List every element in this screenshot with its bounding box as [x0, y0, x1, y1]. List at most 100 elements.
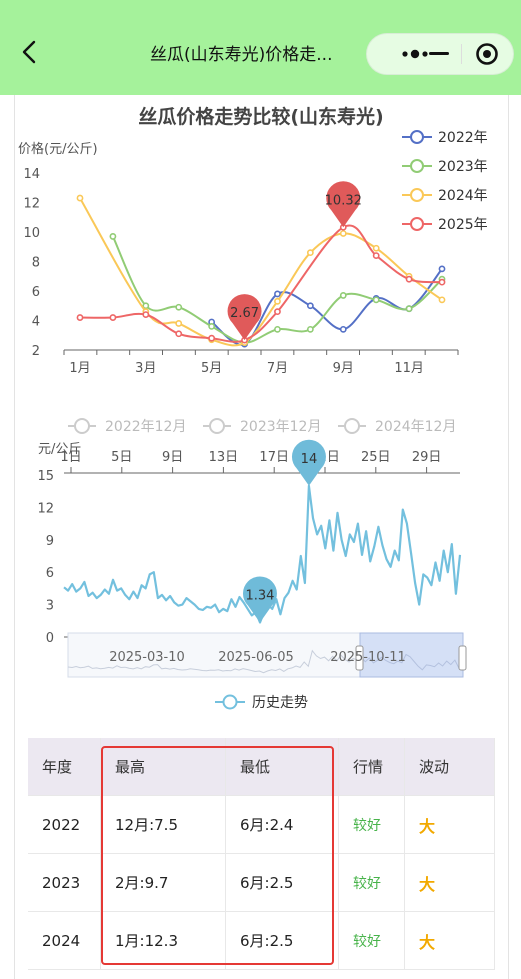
max-marker: 10.32 [325, 181, 362, 228]
cell-year: 2022 [28, 795, 101, 854]
legend-label: 2025年 [438, 217, 488, 233]
x-tick-label: 1月 [69, 361, 90, 376]
data-point [208, 322, 216, 330]
close-target-icon[interactable] [467, 34, 507, 74]
data-point [306, 249, 314, 257]
table-row: 2024 1月:12.3 6月:2.5 较好 大 [28, 911, 495, 970]
data-point [175, 330, 183, 338]
data-point [372, 296, 380, 304]
legend-item[interactable]: 历史走势 [215, 694, 308, 711]
legend-item[interactable]: 2024年 [402, 188, 488, 204]
cell-volatility: 大 [404, 795, 495, 854]
cell-low: 6月:2.4 [225, 795, 339, 854]
x-tick-label: 7月 [267, 361, 288, 376]
data-point [438, 296, 446, 304]
top-axis-label: 1日 [60, 450, 81, 465]
data-point [405, 305, 413, 313]
data-point [175, 303, 183, 311]
table-row: 2023 2月:9.7 6月:2.5 较好 大 [28, 853, 495, 912]
x-tick-label: 11月 [394, 361, 424, 376]
top-axis-label: 13日 [209, 450, 239, 465]
cell-high: 2月:9.7 [100, 853, 226, 912]
data-point [76, 314, 84, 321]
max-marker-label: 14 [301, 452, 318, 467]
cell-volatility: 大 [404, 911, 495, 970]
y-tick-label: 15 [37, 469, 54, 484]
y-tick-label: 3 [46, 599, 54, 614]
yearly-price-chart: 丝瓜价格走势比较(山东寿光) 价格(元/公斤) 14 12 10 8 6 4 2 1月 3月 5… [18, 105, 488, 376]
toggle-circle-icon [74, 418, 90, 434]
data-point [109, 314, 117, 321]
zoom-selection[interactable] [359, 632, 464, 678]
zoom-handle-right[interactable] [458, 645, 467, 671]
data-point [339, 292, 347, 299]
zoom-handle-left[interactable] [355, 645, 364, 671]
month-toggle[interactable]: 2024年12月 [338, 418, 456, 435]
header-market: 行情 [338, 738, 405, 796]
data-point [339, 230, 347, 237]
data-point [175, 320, 183, 327]
max-marker: 14 [291, 439, 326, 486]
cell-market: 较好 [338, 795, 405, 854]
zoom-date-label: 2025-06-05 [218, 650, 294, 665]
legend-label: 2024年 [438, 188, 488, 204]
y-tick-label: 4 [32, 315, 40, 330]
cell-high: 12月:7.5 [100, 795, 226, 854]
toggle-label: 2022年12月 [105, 419, 186, 435]
data-point [339, 325, 347, 333]
data-point [405, 275, 413, 283]
legend-item[interactable]: 2023年 [402, 159, 488, 175]
x-tick-label: 9月 [333, 361, 354, 376]
top-axis-label: 29日 [412, 450, 442, 465]
legend-item[interactable]: 2022年 [402, 130, 488, 146]
toggle-label: 2023年12月 [240, 419, 321, 435]
cell-market: 较好 [338, 911, 405, 970]
data-point [274, 308, 281, 316]
legend-circle-icon [410, 159, 424, 173]
cell-volatility: 大 [404, 853, 495, 912]
top-axis-label: 17日 [259, 450, 289, 465]
back-arrow-icon[interactable] [18, 40, 42, 64]
mini-program-capsule [366, 33, 514, 75]
nav-bar: 丝瓜(山东寿光)价格走... [0, 0, 521, 95]
zoom-date-label: 2025-10-11 [330, 650, 406, 665]
y-axis-label-2: 元/公斤 [38, 442, 81, 457]
y-tick-label: 6 [46, 566, 54, 581]
cell-market: 较好 [338, 853, 405, 912]
month-toggle[interactable]: 2022年12月 [68, 418, 186, 435]
data-point [208, 334, 216, 342]
y-axis-label: 价格(元/公斤) [18, 141, 98, 157]
data-point [438, 278, 446, 286]
x-tick-label: 5月 [201, 361, 222, 376]
min-marker: 2.67 [227, 294, 262, 341]
data-point [372, 252, 380, 259]
minimize-icon[interactable] [419, 34, 459, 74]
y-tick-label: 0 [46, 631, 54, 646]
data-point [76, 194, 84, 202]
max-marker-shape [326, 181, 361, 228]
zoom-date-label: 2025-03-10 [109, 650, 185, 665]
legend-circle-icon [410, 188, 424, 202]
yearly-summary-table: 年度 最高 最低 行情 波动 2022 12月:7.5 6月:2.4 较好 大 … [28, 738, 495, 979]
y-tick-label: 14 [23, 167, 40, 182]
toggle-circle-icon [344, 418, 360, 434]
legend-label: 2023年 [438, 159, 488, 175]
month-toggle[interactable]: 2023年12月 [203, 418, 321, 435]
toggle-circle-icon [209, 418, 225, 434]
toggle-label: 2024年12月 [375, 419, 456, 435]
legend-item[interactable]: 2025年 [402, 217, 488, 233]
data-point [274, 325, 281, 333]
data-point [438, 265, 446, 273]
y-tick-label: 6 [32, 285, 40, 300]
y-tick-label: 10 [23, 226, 40, 241]
data-point [306, 302, 314, 310]
max-marker-label: 10.32 [325, 193, 362, 208]
more-dots-icon[interactable] [375, 34, 455, 74]
legend-label: 历史走势 [252, 695, 308, 711]
data-point [142, 311, 150, 318]
table-row: 2022 12月:7.5 6月:2.4 较好 大 [28, 795, 495, 854]
y-tick-label: 2 [32, 344, 40, 359]
min-marker-shape [227, 294, 262, 341]
data-point [274, 297, 281, 305]
legend-circle-icon [410, 130, 424, 144]
